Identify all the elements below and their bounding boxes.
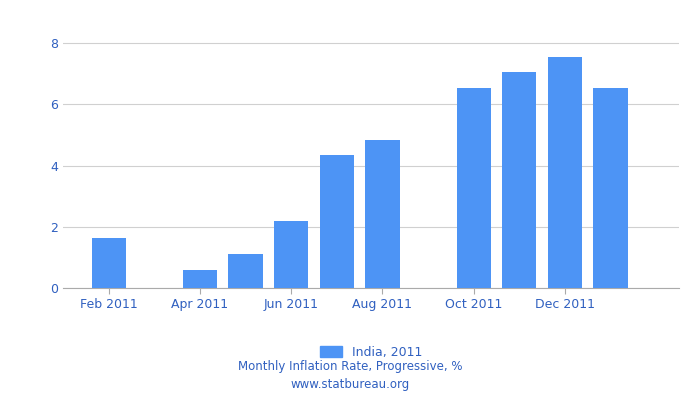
Text: Monthly Inflation Rate, Progressive, %: Monthly Inflation Rate, Progressive, % <box>238 360 462 373</box>
Bar <box>548 57 582 288</box>
Bar <box>183 270 217 288</box>
Text: www.statbureau.org: www.statbureau.org <box>290 378 410 391</box>
Bar <box>92 238 126 288</box>
Bar <box>228 254 262 288</box>
Bar <box>274 221 308 288</box>
Bar <box>502 72 536 288</box>
Bar <box>594 88 628 288</box>
Bar <box>320 155 354 288</box>
Bar <box>365 140 400 288</box>
Bar <box>456 88 491 288</box>
Legend: India, 2011: India, 2011 <box>314 341 428 364</box>
